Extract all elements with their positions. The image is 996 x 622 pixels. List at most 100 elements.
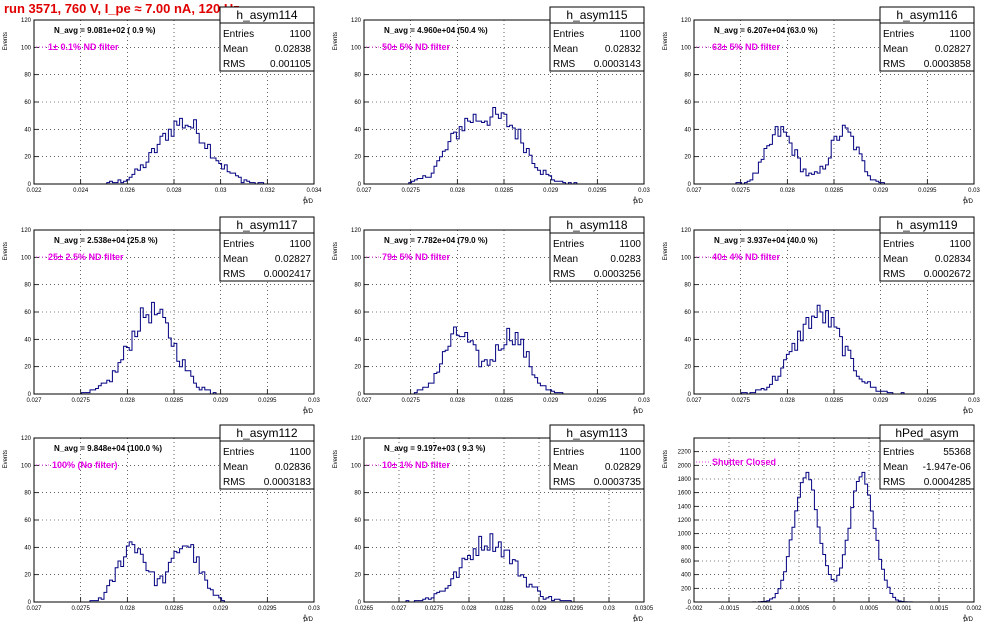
n-avg-label: N_avg = 3.937e+04 (40.0 %): [714, 236, 818, 245]
x-tick-label: 0.028: [120, 606, 136, 612]
y-tick-label: 100: [351, 255, 362, 261]
y-tick-label: 400: [681, 573, 692, 579]
x-axis-label: A: [963, 615, 967, 621]
x-tick-label: 0.029: [873, 398, 889, 404]
stat-label: RMS: [553, 59, 576, 70]
stat-value: 0.02836: [275, 462, 312, 473]
filter-label: 50± 5% ND filter: [382, 42, 450, 52]
x-tick-label: 0.032: [260, 188, 276, 194]
x-tick-label: 0.028: [166, 188, 182, 194]
x-tick-label: 0.029: [543, 398, 559, 404]
x-tick-label: 0.0285: [165, 606, 184, 612]
y-axis-label: Events: [333, 450, 339, 468]
x-tick-label: 0.024: [73, 188, 89, 194]
x-axis-label: A: [303, 197, 307, 203]
x-tick-label: 0.026: [120, 188, 136, 194]
stat-value: 0.02838: [275, 44, 312, 55]
stat-label: RMS: [223, 59, 246, 70]
y-tick-label: 120: [681, 18, 692, 24]
x-tick-label: 0.002: [966, 606, 982, 612]
x-tick-label: 0.0295: [588, 188, 607, 194]
x-tick-label: 0.0295: [258, 606, 277, 612]
filter-label: 1± 0.1% ND filter: [48, 42, 119, 52]
y-tick-label: 2200: [678, 450, 692, 456]
stat-value: 1100: [289, 29, 311, 40]
stat-label: Entries: [553, 239, 584, 250]
run-title: run 3571, 760 V, I_pe ≈ 7.00 nA, 120 Hz: [4, 1, 240, 16]
histogram-name: h_asym118: [566, 218, 627, 232]
y-axis-label: Events: [333, 242, 339, 260]
panel-h_asym118: 0.027 0.0275 0.028 0.0285 0.029 0.0295 0.03 0 20…: [333, 216, 650, 415]
x-axis-label: A: [303, 615, 307, 621]
stat-value: 0.0004285: [924, 477, 972, 488]
plot-frame: [363, 229, 645, 395]
stat-value: 0.02829: [605, 462, 642, 473]
y-tick-label: 40: [24, 337, 31, 343]
y-tick-label: 20: [24, 155, 31, 161]
histogram-line: [364, 533, 644, 603]
x-tick-label: 0.028: [461, 606, 477, 612]
x-tick-label: 0.027: [686, 188, 702, 194]
y-tick-label: 200: [681, 586, 692, 592]
y-tick-label: 20: [354, 365, 361, 371]
x-tick-label: 0.028: [450, 398, 466, 404]
x-tick-label: 0.0275: [401, 188, 420, 194]
stat-value: 55368: [943, 447, 971, 458]
stat-label: Entries: [223, 239, 254, 250]
y-tick-label: 1600: [678, 491, 692, 497]
x-tick-label: 0.0005: [860, 606, 879, 612]
histogram-name: h_asym113: [566, 426, 627, 440]
histogram-name: h_asym112: [236, 426, 297, 440]
histogram-line: [364, 326, 644, 395]
x-axis-label: A: [633, 197, 637, 203]
filter-label: 63± 5% ND filter: [712, 42, 780, 52]
stat-value: 0.02832: [605, 44, 642, 55]
histogram-line: [34, 541, 314, 603]
stat-label: Entries: [883, 239, 914, 250]
histogram-line: [364, 107, 644, 185]
y-tick-label: 120: [351, 18, 362, 24]
x-axis-label-sub: μ/D: [304, 199, 314, 205]
stats-box: [549, 232, 645, 282]
x-tick-label: 0.03: [968, 398, 980, 404]
y-tick-label: 100: [351, 463, 362, 469]
x-tick-label: 0.027: [26, 398, 42, 404]
stat-value: 0.02827: [935, 44, 972, 55]
y-tick-label: 120: [351, 436, 362, 442]
y-tick-label: 100: [21, 463, 32, 469]
y-tick-label: 80: [24, 491, 31, 497]
x-tick-label: 0.029: [543, 188, 559, 194]
x-tick-label: 0.0295: [565, 606, 584, 612]
stat-label: Entries: [883, 29, 914, 40]
stat-value: 0.02827: [275, 254, 312, 265]
n-avg-label: N_avg = 9.197e+03 ( 9.3 %): [384, 444, 486, 453]
y-axis-label: Events: [663, 32, 669, 50]
x-tick-label: 0.028: [450, 188, 466, 194]
x-tick-label: 0.027: [26, 606, 42, 612]
plot-frame: [693, 19, 975, 185]
stat-label: Mean: [883, 44, 908, 55]
stat-value: 1100: [289, 239, 311, 250]
x-tick-label: 0.0295: [918, 398, 937, 404]
y-axis-label: Events: [3, 450, 9, 468]
stat-value: -1.947e-06: [923, 462, 972, 473]
y-tick-label: 40: [684, 337, 691, 343]
y-tick-label: 120: [21, 436, 32, 442]
stat-value: 1100: [289, 447, 311, 458]
x-tick-label: 0: [832, 606, 836, 612]
plot-frame: [33, 437, 315, 603]
stat-label: Entries: [553, 447, 584, 458]
x-tick-label: 0.03: [968, 188, 980, 194]
y-tick-label: 40: [24, 545, 31, 551]
n-avg-label: N_avg = 4.960e+04 (50.4 %): [384, 26, 488, 35]
x-tick-label: 0.0285: [495, 606, 514, 612]
histogram-line: [694, 124, 974, 185]
stat-label: Mean: [223, 44, 248, 55]
stat-label: RMS: [223, 269, 246, 280]
y-tick-label: 60: [684, 310, 691, 316]
x-tick-label: 0.0305: [635, 606, 654, 612]
y-tick-label: 0: [358, 600, 362, 606]
panel-h_asym113: 0.0265 0.027 0.0275 0.028 0.0285 0.029 0.0295 0…: [333, 424, 654, 622]
y-tick-label: 80: [354, 283, 361, 289]
